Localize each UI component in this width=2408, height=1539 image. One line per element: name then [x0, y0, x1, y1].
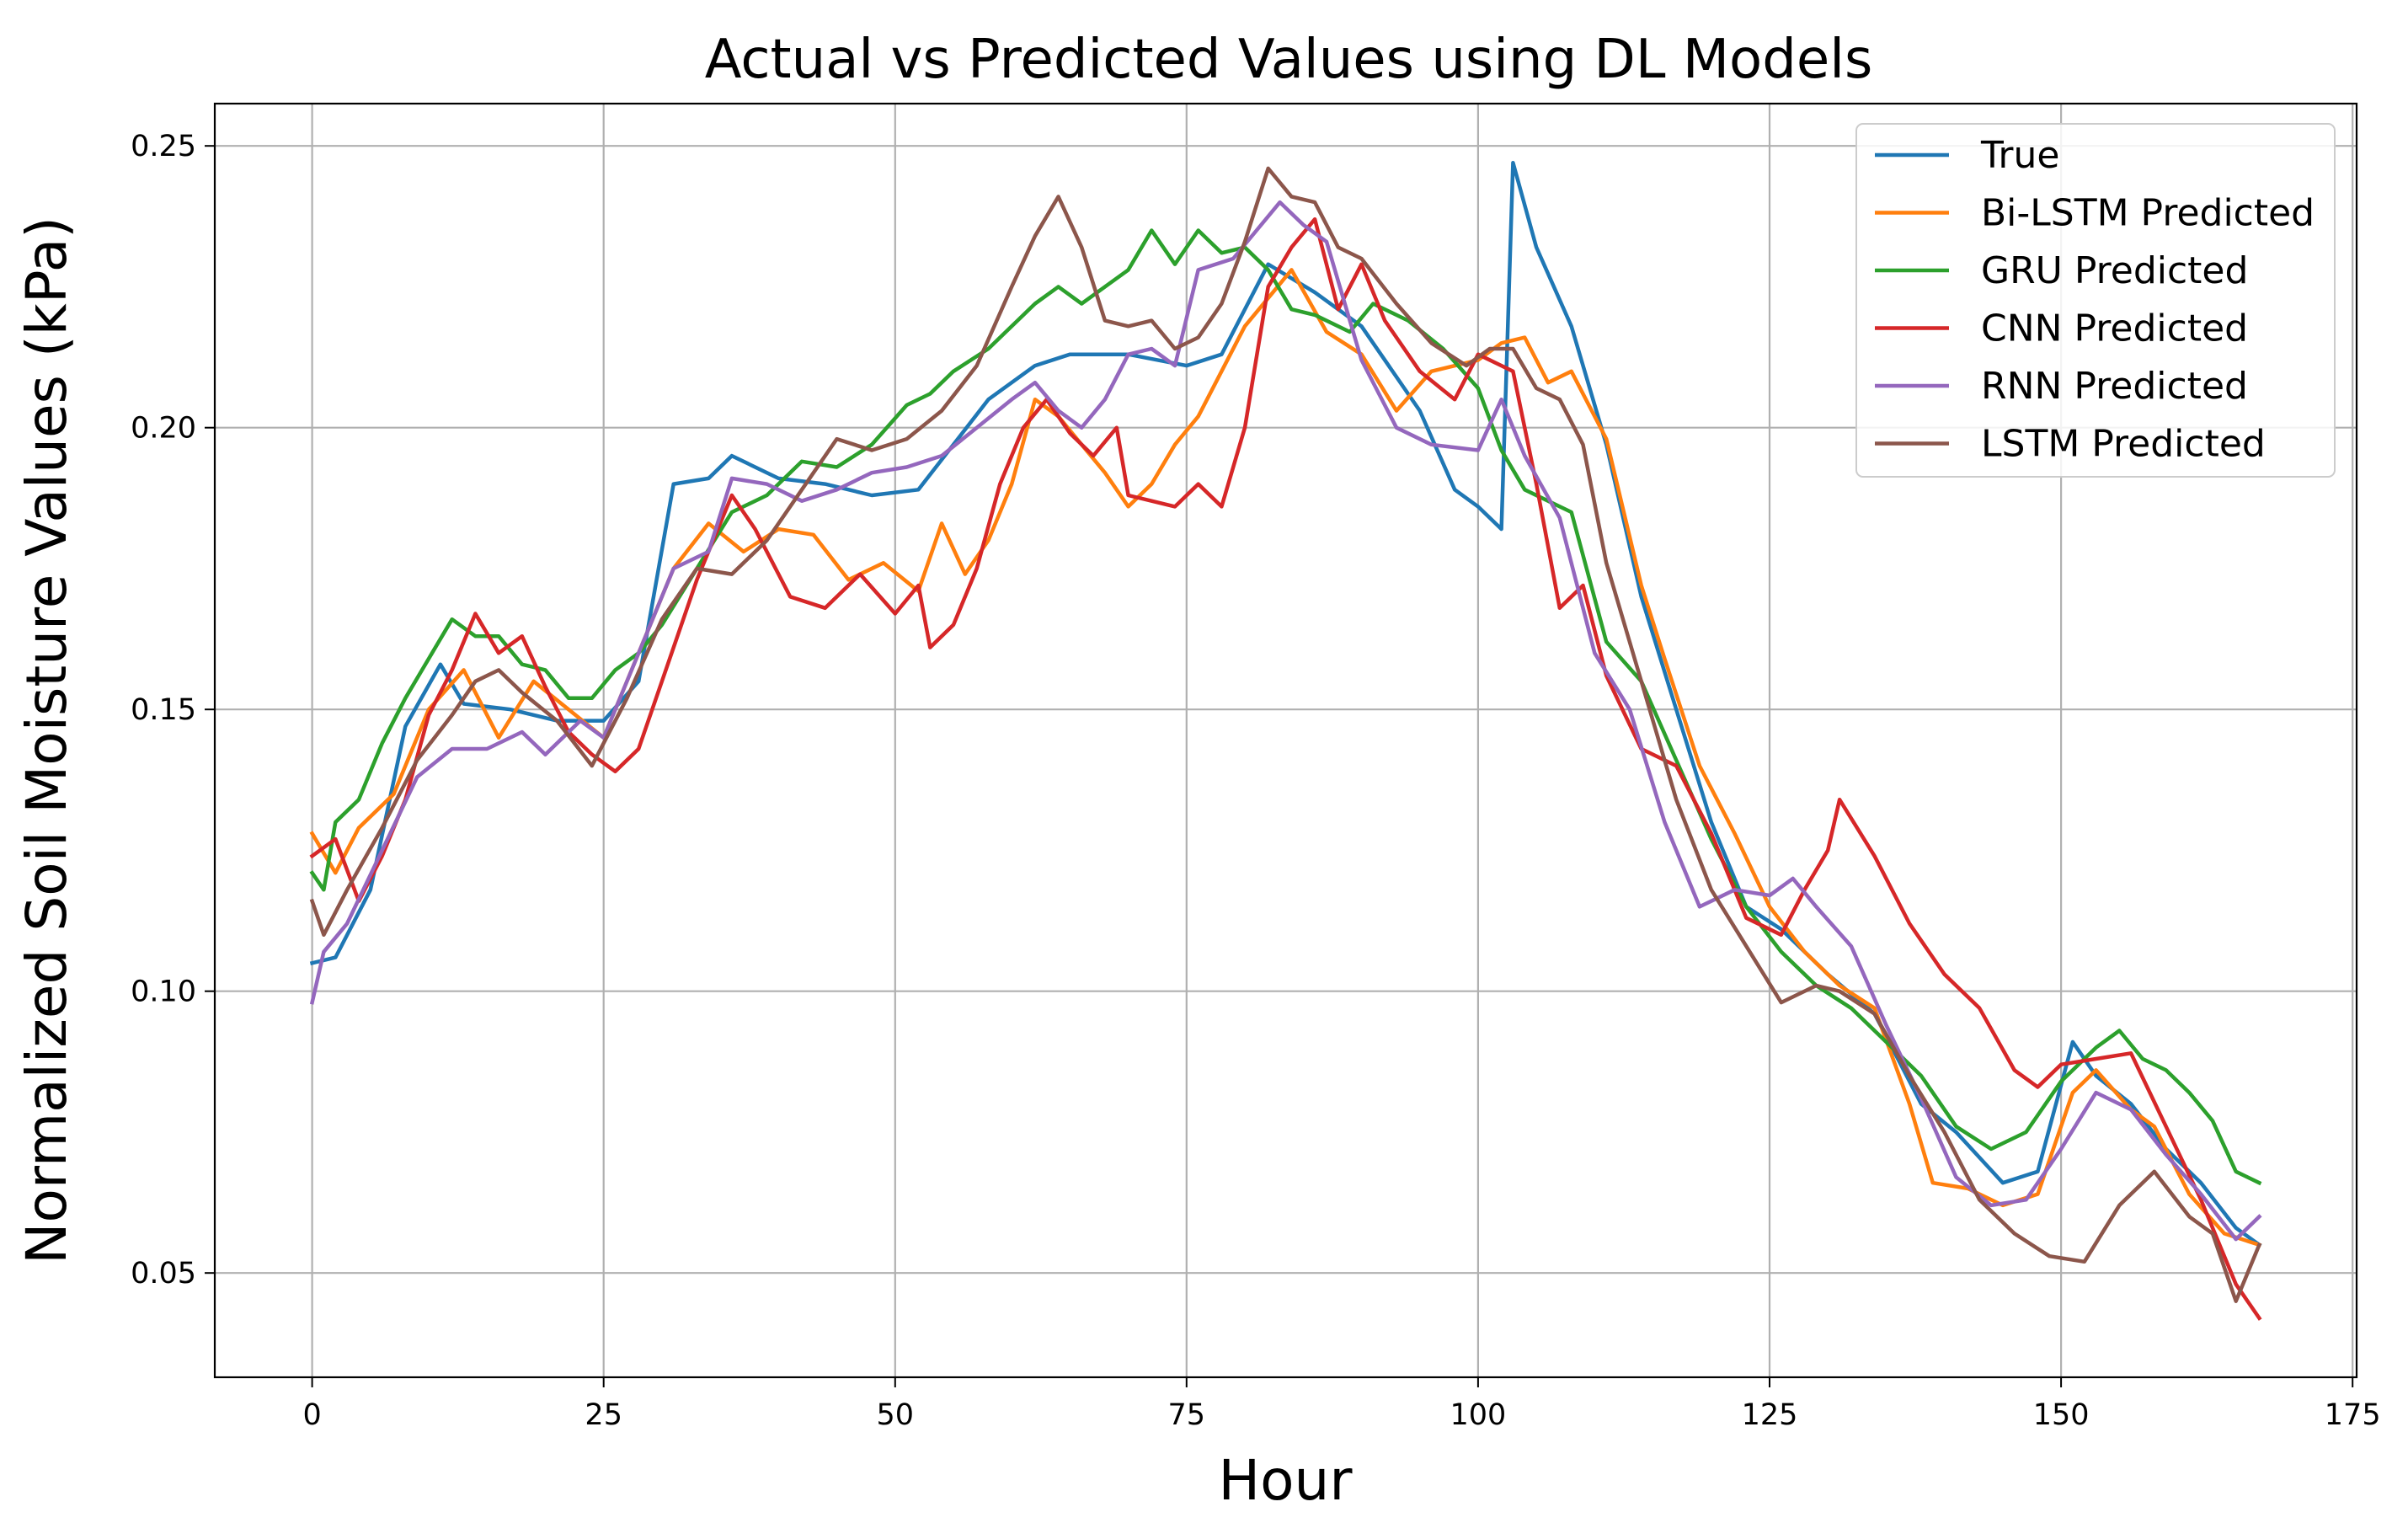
x-tick-label: 0	[302, 1398, 321, 1432]
x-axis-title: Hour	[1219, 1448, 1353, 1513]
y-tick-label: 0.20	[131, 412, 196, 446]
x-tick-label: 25	[585, 1398, 622, 1432]
x-tick-label: 125	[1742, 1398, 1798, 1432]
x-tick-label: 50	[877, 1398, 915, 1432]
legend-box	[1855, 123, 2336, 478]
x-tick-label: 150	[2033, 1398, 2090, 1432]
x-tick-label: 175	[2325, 1398, 2381, 1432]
x-tick-label: 100	[1450, 1398, 1506, 1432]
y-tick-label: 0.25	[131, 130, 196, 163]
axis-ticks: 0 25 50 75 100 125 150 175 0.05 0.10 0.15 0.20 0.25	[131, 130, 2381, 1432]
legend-items: True Bi-LSTM Predicted GRU Predicted CNN Pr…	[1875, 134, 2315, 466]
chart-title: Actual vs Predicted Values using DL Mode…	[705, 29, 1873, 91]
plot-frame	[213, 102, 2358, 1379]
legend-label-lstm-predicted: LSTM Predicted	[1981, 423, 2266, 466]
legend-label-cnn-predicted: CNN Predicted	[1981, 307, 2248, 350]
legend: True Bi-LSTM Predicted GRU Predicted CNN Pr…	[1855, 123, 2336, 478]
y-tick-label: 0.05	[131, 1257, 196, 1291]
x-tick-label: 75	[1168, 1398, 1206, 1432]
legend-label-rnn-predicted: RNN Predicted	[1981, 365, 2248, 408]
y-axis-title: Normalized Soil Moisture Values (kPa)	[14, 216, 79, 1264]
series-line-lstm-predicted	[309, 166, 2262, 1303]
y-tick-label: 0.15	[131, 693, 196, 727]
series-line-gru-predicted	[309, 228, 2262, 1186]
y-tick-label: 0.10	[131, 975, 196, 1009]
legend-label-bi-lstm-predicted: Bi-LSTM Predicted	[1981, 192, 2315, 235]
legend-label-gru-predicted: GRU Predicted	[1981, 249, 2248, 292]
series-lines	[309, 160, 2262, 1321]
legend-label-true: True	[1980, 134, 2059, 177]
